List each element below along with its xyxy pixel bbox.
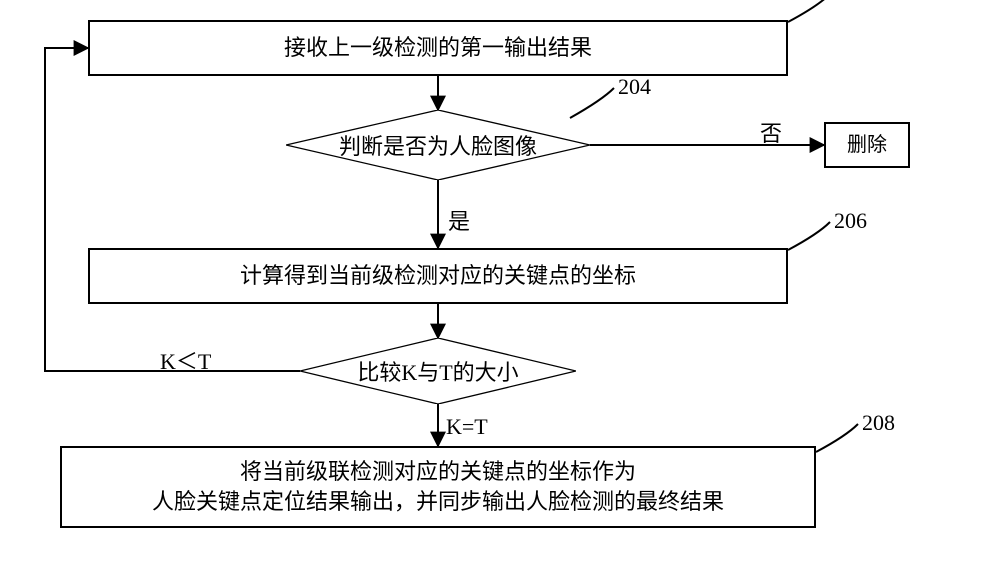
step-202-text: 接收上一级检测的第一输出结果 [284, 33, 592, 63]
flowchart-canvas: 接收上一级检测的第一输出结果 判断是否为人脸图像 删除 计算得到当前级检测对应的… [0, 0, 1000, 563]
edge-label-yes: 是 [448, 204, 470, 236]
decision-compare-k-t: 比较K与T的大小 [300, 338, 576, 404]
step-202-receive-prev-output: 接收上一级检测的第一输出结果 [88, 20, 788, 76]
ref-tag-206: 206 [834, 208, 867, 234]
ref-tag-204: 204 [618, 74, 651, 100]
edge-label-no: 否 [760, 116, 782, 148]
step-208-text: 将当前级联检测对应的关键点的坐标作为人脸关键点定位结果输出，并同步输出人脸检测的… [152, 457, 724, 516]
step-delete-text: 删除 [847, 132, 887, 159]
step-208-output-result: 将当前级联检测对应的关键点的坐标作为人脸关键点定位结果输出，并同步输出人脸检测的… [60, 446, 816, 528]
decision-204-text: 判断是否为人脸图像 [339, 129, 537, 161]
ref-tag-202: 202 [834, 0, 867, 6]
decision-compare-text: 比较K与T的大小 [357, 355, 518, 387]
step-206-text: 计算得到当前级检测对应的关键点的坐标 [240, 261, 636, 291]
step-delete: 删除 [824, 122, 910, 168]
ref-tag-208: 208 [862, 410, 895, 436]
step-206-compute-keypoints: 计算得到当前级检测对应的关键点的坐标 [88, 248, 788, 304]
edge-label-k-lt-t: K＜T [160, 344, 211, 376]
decision-204-is-face: 判断是否为人脸图像 [286, 110, 590, 180]
edge-label-k-eq-t: K=T [446, 414, 488, 440]
